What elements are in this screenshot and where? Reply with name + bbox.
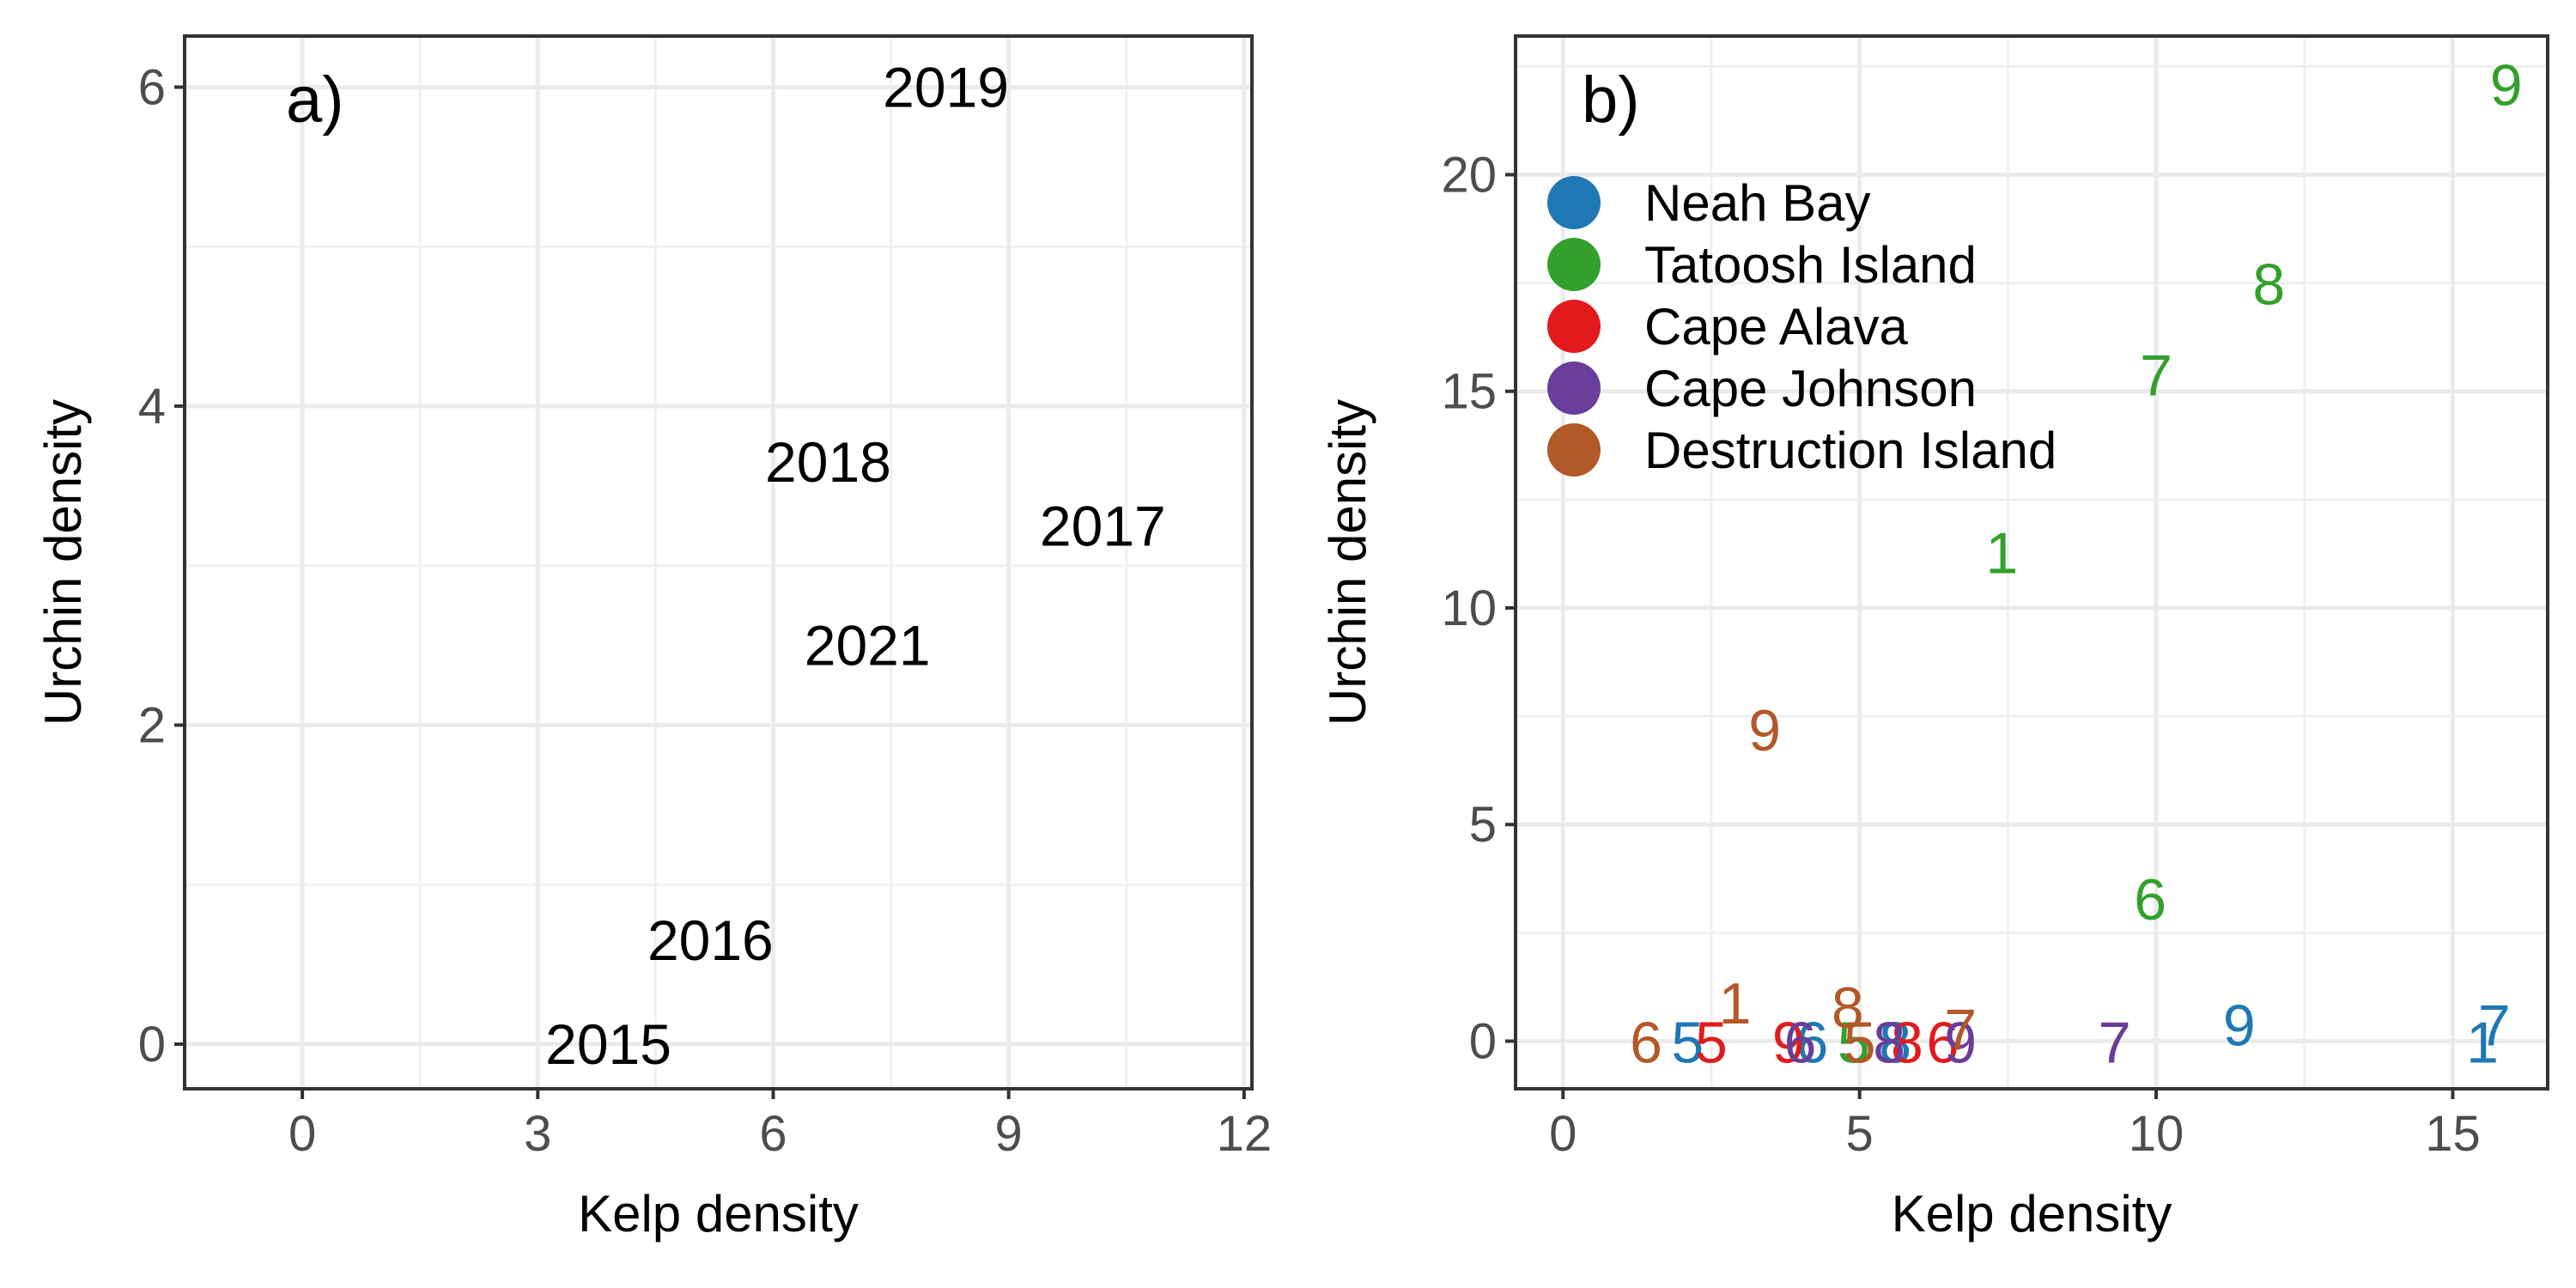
legend-key-dot bbox=[1547, 176, 1601, 229]
y-tick-label: 4 bbox=[138, 379, 166, 434]
legend-key-dot bbox=[1547, 238, 1601, 291]
point-label: 9 bbox=[1944, 1011, 1977, 1076]
x-axis-title: Kelp density bbox=[1892, 1185, 2172, 1242]
legend-item: Destruction Island bbox=[1547, 422, 2057, 479]
point-label: 7 bbox=[2099, 1011, 2131, 1076]
panel-border bbox=[1514, 34, 2549, 1091]
point-label: 8 bbox=[1879, 1011, 1911, 1076]
plot-background bbox=[185, 36, 1252, 1089]
point-label-2019: 2019 bbox=[883, 55, 1009, 118]
point-label-2015: 2015 bbox=[545, 1012, 671, 1076]
y-tick-label: 10 bbox=[1441, 580, 1497, 636]
point-label: 7 bbox=[2478, 993, 2511, 1058]
panel-a-scatter-plot: 0 3 6 9 12 0 2 4 6 Kelp density Urchin density a) 20… bbox=[34, 34, 1273, 1242]
x-tick-label: 15 bbox=[2425, 1106, 2481, 1162]
point-label: 1 bbox=[1719, 971, 1752, 1036]
point-label: 8 bbox=[2252, 252, 2285, 318]
point-label: 5 bbox=[1695, 1011, 1728, 1076]
panel-border bbox=[183, 34, 1254, 1091]
x-tick-label: 0 bbox=[289, 1106, 316, 1162]
point-label: 6 bbox=[1795, 1011, 1828, 1076]
legend-item: Cape Johnson bbox=[1547, 360, 1977, 417]
point-label: 9 bbox=[2223, 993, 2256, 1058]
legend-item: Cape Alava bbox=[1547, 298, 1909, 355]
point-label: 9 bbox=[2490, 52, 2523, 118]
point-label-2018: 2018 bbox=[765, 430, 891, 494]
point-label-2021: 2021 bbox=[805, 614, 931, 677]
point-label: 6 bbox=[2134, 867, 2166, 933]
point-label: 9 bbox=[1748, 698, 1781, 763]
y-tick-label: 20 bbox=[1441, 147, 1497, 203]
point-label: 9 bbox=[1772, 1011, 1805, 1076]
legend-label: Cape Alava bbox=[1644, 298, 1909, 355]
point-label: 5 bbox=[1671, 1011, 1704, 1076]
y-tick-label: 15 bbox=[1441, 364, 1497, 420]
point-label-2017: 2017 bbox=[1040, 494, 1166, 557]
point-label: 6 bbox=[1784, 1011, 1817, 1076]
point-label: 5 bbox=[1838, 1011, 1870, 1076]
x-tick-label: 10 bbox=[2129, 1106, 2184, 1162]
point-label: 7 bbox=[2140, 343, 2172, 409]
point-label: 1 bbox=[2466, 1011, 2499, 1076]
point-label: 8 bbox=[1832, 975, 1864, 1041]
panel-tag: a) bbox=[286, 64, 344, 137]
y-tick-label: 0 bbox=[1469, 1014, 1497, 1070]
point-label: 6 bbox=[1926, 1011, 1959, 1076]
point-label: 6 bbox=[1630, 1011, 1662, 1076]
point-label: 8 bbox=[1873, 1011, 1905, 1076]
y-tick-label: 5 bbox=[1469, 797, 1497, 853]
x-tick-label: 3 bbox=[524, 1106, 551, 1162]
x-tick-label: 5 bbox=[1846, 1106, 1874, 1162]
x-tick-label: 6 bbox=[759, 1106, 787, 1162]
point-label-2016: 2016 bbox=[647, 908, 774, 972]
legend-key-dot bbox=[1547, 361, 1601, 415]
point-label: 7 bbox=[1944, 997, 1977, 1062]
legend-label: Tatoosh Island bbox=[1644, 236, 1977, 294]
point-label: 1 bbox=[1986, 520, 2019, 586]
plot-background bbox=[1516, 36, 2548, 1089]
point-label: 8 bbox=[1891, 1011, 1923, 1076]
point-label: 5 bbox=[1844, 1011, 1876, 1076]
x-tick-label: 9 bbox=[995, 1106, 1023, 1162]
legend-label: Destruction Island bbox=[1644, 422, 2057, 479]
y-tick-label: 0 bbox=[138, 1017, 166, 1072]
y-tick-label: 6 bbox=[138, 59, 166, 115]
x-tick-label: 0 bbox=[1549, 1106, 1577, 1162]
legend-label: Cape Johnson bbox=[1644, 360, 1977, 417]
y-tick-label: 2 bbox=[138, 697, 166, 753]
x-tick-label: 12 bbox=[1217, 1106, 1273, 1162]
legend-label: Neah Bay bbox=[1644, 174, 1871, 232]
y-axis-title: Urchin density bbox=[34, 399, 92, 726]
legend-item: Tatoosh Island bbox=[1547, 236, 1977, 294]
y-axis-title: Urchin density bbox=[1319, 399, 1376, 726]
x-axis-title: Kelp density bbox=[578, 1185, 859, 1242]
legend-key-dot bbox=[1547, 423, 1601, 477]
panel-tag: b) bbox=[1582, 64, 1640, 137]
point-label: 7 bbox=[2099, 1011, 2131, 1076]
legend-key-dot bbox=[1547, 300, 1601, 353]
legend-item: Neah Bay bbox=[1547, 174, 1871, 232]
